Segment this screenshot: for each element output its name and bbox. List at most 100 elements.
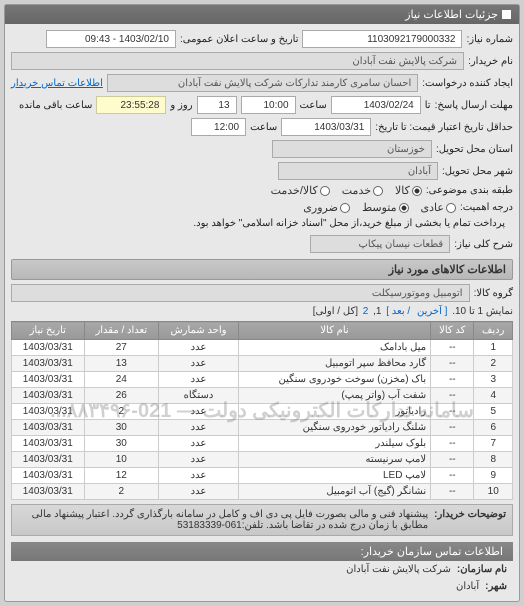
table-cell: 30 bbox=[84, 420, 159, 436]
table-row[interactable]: 3--باک (مخزن) سوخت خودروی سنگینعدد241403… bbox=[12, 372, 513, 388]
province-label: استان محل تحویل: bbox=[436, 144, 513, 155]
pager-p1: 1 bbox=[376, 306, 382, 317]
collapse-icon[interactable] bbox=[502, 10, 511, 19]
validity-time: 12:00 bbox=[191, 118, 246, 136]
validity-time-label: ساعت bbox=[250, 122, 277, 133]
org-header: اطلاعات تماس سازمان خریدار: bbox=[11, 542, 513, 561]
org-city-label: شهر: bbox=[485, 581, 507, 592]
deadline-to: تا bbox=[425, 100, 431, 111]
table-cell: -- bbox=[431, 356, 474, 372]
table-cell: عدد bbox=[159, 356, 239, 372]
table-cell: نشانگر (گیج) آب اتومبیل bbox=[238, 484, 430, 500]
table-cell: عدد bbox=[159, 452, 239, 468]
need-label: شرح کلی نیاز: bbox=[454, 239, 513, 250]
table-row[interactable]: 5--رادیاتورعدد21403/03/31 bbox=[12, 404, 513, 420]
table-col: واحد شمارش bbox=[159, 322, 239, 340]
table-cell: دستگاه bbox=[159, 388, 239, 404]
table-row[interactable]: 9--لامپ LEDعدد121403/03/31 bbox=[12, 468, 513, 484]
table-cell: 2 bbox=[474, 356, 513, 372]
table-row[interactable]: 8--لامپ سرنیستهعدد101403/03/31 bbox=[12, 452, 513, 468]
table-cell: 1403/03/31 bbox=[12, 420, 85, 436]
table-cell: عدد bbox=[159, 420, 239, 436]
table-cell: -- bbox=[431, 452, 474, 468]
table-cell: لامپ LED bbox=[238, 468, 430, 484]
radio-mid[interactable]: متوسط bbox=[362, 201, 409, 214]
table-cell: شفت آب (واتر پمپ) bbox=[238, 388, 430, 404]
table-cell: 24 bbox=[84, 372, 159, 388]
table-cell: 1 bbox=[474, 340, 513, 356]
table-cell: 6 bbox=[474, 420, 513, 436]
validity-date: 1403/03/31 bbox=[281, 118, 371, 136]
goods-section-title: اطلاعات کالاهای مورد نیاز bbox=[11, 259, 513, 280]
contact-link[interactable]: اطلاعات تماس خریدار bbox=[11, 78, 103, 89]
need-field: قطعات نیسان پیکاپ bbox=[310, 235, 450, 253]
deadline-remain: 23:55:28 bbox=[96, 96, 166, 114]
table-cell: -- bbox=[431, 340, 474, 356]
table-row[interactable]: 7--بلوک سیلندرعدد301403/03/31 bbox=[12, 436, 513, 452]
pager-p2[interactable]: 2 bbox=[363, 306, 369, 317]
province-field: خوزستان bbox=[272, 140, 432, 158]
table-row[interactable]: 2--گارد محافظ سپر اتومبیلعدد131403/03/31 bbox=[12, 356, 513, 372]
table-row[interactable]: 4--شفت آب (واتر پمپ)دستگاه261403/03/31 bbox=[12, 388, 513, 404]
table-cell: 2 bbox=[84, 404, 159, 420]
org-city-value: آبادان bbox=[456, 581, 479, 592]
table-cell: -- bbox=[431, 484, 474, 500]
table-cell: رادیاتور bbox=[238, 404, 430, 420]
priority-note: پرداخت تمام یا بخشی از مبلغ خرید،از محل … bbox=[193, 218, 505, 229]
table-cell: -- bbox=[431, 468, 474, 484]
table-cell: 10 bbox=[84, 452, 159, 468]
table-row[interactable]: 6--شلنگ رادیاتور خودروی سنگینعدد301403/0… bbox=[12, 420, 513, 436]
table-cell: 7 bbox=[474, 436, 513, 452]
table-cell: -- bbox=[431, 404, 474, 420]
panel-title: جزئیات اطلاعات نیاز bbox=[405, 8, 498, 21]
radio-urgent[interactable]: ضروری bbox=[303, 201, 350, 214]
table-cell: 1403/03/31 bbox=[12, 356, 85, 372]
radio-low[interactable]: عادی bbox=[421, 201, 456, 214]
deadline-remain-label: ساعت باقی مانده bbox=[19, 100, 92, 111]
table-row[interactable]: 10--نشانگر (گیج) آب اتومبیلعدد21403/03/3… bbox=[12, 484, 513, 500]
org-name-row: نام سازمان: شرکت پالایش نفت آبادان bbox=[11, 561, 513, 578]
table-cell: 12 bbox=[84, 468, 159, 484]
table-cell: 2 bbox=[84, 484, 159, 500]
radio-both[interactable]: کالا/خدمت bbox=[271, 184, 330, 197]
deadline-label: مهلت ارسال پاسخ: bbox=[435, 100, 513, 111]
table-cell: 1403/03/31 bbox=[12, 468, 85, 484]
validity-label: حداقل تاریخ اعتبار قیمت: تا تاریخ: bbox=[375, 122, 513, 133]
table-cell: 9 bbox=[474, 468, 513, 484]
org-title: اطلاعات تماس سازمان خریدار: bbox=[361, 545, 503, 558]
group-label: گروه کالا: bbox=[474, 288, 513, 299]
table-cell: -- bbox=[431, 436, 474, 452]
table-cell: 1403/03/31 bbox=[12, 436, 85, 452]
table-col: تعداد / مقدار bbox=[84, 322, 159, 340]
table-cell: 10 bbox=[474, 484, 513, 500]
panel-header: جزئیات اطلاعات نیاز bbox=[5, 5, 519, 24]
announce-field: 1403/02/10 - 09:43 bbox=[46, 30, 176, 48]
table-cell: گارد محافظ سپر اتومبیل bbox=[238, 356, 430, 372]
table-cell: 5 bbox=[474, 404, 513, 420]
deadline-days-label: روز و bbox=[170, 100, 192, 111]
pager: نمایش 1 تا 10. [ آخرین / بعد ] 1, 2 [کل … bbox=[11, 306, 513, 317]
details-panel: جزئیات اطلاعات نیاز شماره نیاز: 11030921… bbox=[4, 4, 520, 602]
table-cell: 3 bbox=[474, 372, 513, 388]
table-col: نام کالا bbox=[238, 322, 430, 340]
radio-goods[interactable]: کالا bbox=[395, 184, 422, 197]
table-cell: 26 bbox=[84, 388, 159, 404]
table-row[interactable]: 1--میل بادامکعدد271403/03/31 bbox=[12, 340, 513, 356]
radio-service[interactable]: خدمت bbox=[342, 184, 383, 197]
buyer-note-label: توضیحات خریدار: bbox=[434, 509, 506, 531]
table-cell: 1403/03/31 bbox=[12, 404, 85, 420]
table-cell: 1403/03/31 bbox=[12, 484, 85, 500]
city-label: شهر محل تحویل: bbox=[442, 166, 513, 177]
deadline-time-label: ساعت bbox=[300, 100, 327, 111]
table-cell: 13 bbox=[84, 356, 159, 372]
pager-last[interactable]: [ آخرین bbox=[417, 306, 447, 317]
pager-next[interactable]: / بعد ] bbox=[386, 306, 410, 317]
org-name-value: شرکت پالایش نفت آبادان bbox=[346, 564, 451, 575]
table-cell: 4 bbox=[474, 388, 513, 404]
table-col: تاریخ نیاز bbox=[12, 322, 85, 340]
deadline-time: 10:00 bbox=[241, 96, 296, 114]
req-no-field: 1103092179000332 bbox=[302, 30, 462, 48]
group-field: اتومبیل وموتورسیکلت bbox=[11, 284, 470, 302]
table-cell: شلنگ رادیاتور خودروی سنگین bbox=[238, 420, 430, 436]
buyer-note: توضیحات خریدار: پیشنهاد فنی و مالی بصورت… bbox=[11, 504, 513, 536]
